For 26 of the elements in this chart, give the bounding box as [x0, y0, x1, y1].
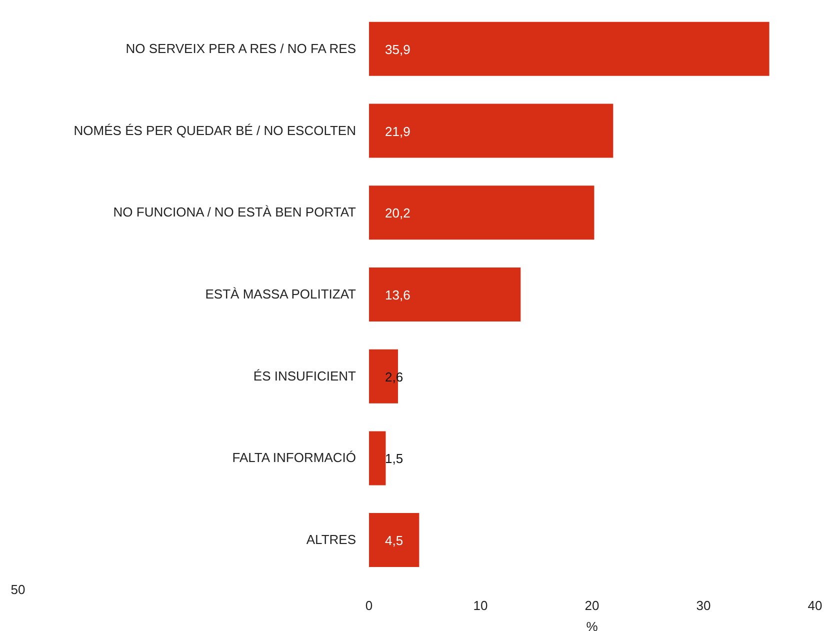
data-label: 20,2: [385, 206, 410, 221]
x-axis-title: %: [586, 619, 598, 631]
text: 50: [10, 582, 26, 597]
bar: [369, 513, 420, 568]
data-label: 1,5: [385, 451, 404, 466]
x-tick-label: 20: [584, 598, 600, 614]
x-tick-label: 40: [808, 598, 822, 614]
data-label: 35,9: [385, 42, 410, 57]
x-tick-label: 0: [365, 598, 373, 614]
data-label: 4,5: [385, 533, 404, 548]
bar: [369, 267, 521, 322]
y-tick-label: FALTA INFORMACIÓ: [232, 450, 356, 466]
bar: [369, 22, 770, 76]
data-label: 13,6: [385, 287, 410, 302]
y-tick-label: NO SERVEIX PER A RES / NO FA RES: [126, 40, 356, 56]
y-tick-label: ÉS INSUFICIENT: [253, 368, 356, 384]
bar: [369, 186, 594, 240]
bar: [369, 431, 386, 486]
bar: [369, 104, 614, 158]
x-tick-label: 30: [696, 598, 711, 614]
y-tick-label: NOMÉS ÉS PER QUEDAR BÉ / NO ESCOLTEN: [74, 122, 356, 138]
data-label: 21,9: [385, 124, 410, 139]
y-tick-label: ESTÀ MASSA POLITIZAT: [205, 286, 356, 302]
y-tick-label: ALTRES: [306, 532, 356, 548]
y-tick-label: NO FUNCIONA / NO ESTÀ BEN PORTAT: [113, 204, 356, 220]
x-tick-label: 10: [473, 598, 488, 614]
